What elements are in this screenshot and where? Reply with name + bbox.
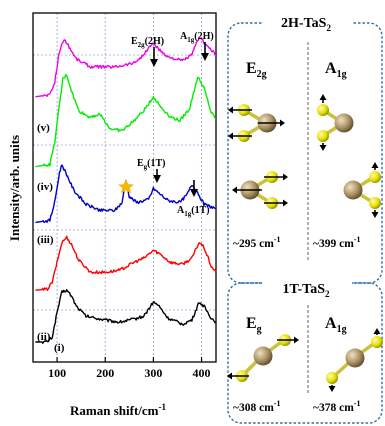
series-line-1: [35, 289, 217, 344]
series-line-5: [35, 37, 217, 98]
mode-a1g-2h: A1g: [325, 60, 347, 80]
mode-e2g: E2g: [246, 60, 267, 80]
chart-grid: [33, 13, 216, 362]
plot-frame: [32, 12, 217, 363]
molecule-eg: [227, 334, 299, 382]
panel-2h-tas2: 2H-TaS2 E2g A1g: [227, 10, 383, 284]
star-marker-icon: [118, 179, 134, 194]
annotation-eg-1t: Eg(1T): [137, 158, 166, 183]
freq-a1g-2h: ~399 cm-1: [313, 235, 360, 250]
freq-eg: ~308 cm-1: [233, 399, 280, 414]
freq-e2g: ~295 cm-1: [233, 235, 280, 250]
x-tick-label-400: 400: [193, 366, 211, 380]
annotation-a1g-2h: A1g(2H): [180, 31, 214, 61]
molecule-a1g-1t: [326, 328, 383, 392]
x-ticks: 100 200 300 400: [48, 357, 211, 380]
panel-1t-tas2: 1T-TaS2 Eg A1g: [227, 276, 383, 424]
series-line-2: [35, 235, 217, 291]
series-label-v: (v): [37, 122, 50, 134]
panel-2h-title: 2H-TaS2: [281, 16, 331, 33]
molecule-e2g-lower: [232, 171, 288, 209]
x-tick-label-100: 100: [48, 366, 66, 380]
series-label-iii: (iii): [37, 234, 54, 246]
svg-text:E2g(2H): E2g(2H): [131, 36, 164, 49]
x-axis-label-sup: -1: [158, 402, 166, 412]
molecule-e2g-upper: [228, 104, 285, 142]
svg-text:Eg(1T): Eg(1T): [137, 158, 166, 171]
x-tick-label-200: 200: [96, 366, 114, 380]
series-label-i: (i): [54, 342, 65, 354]
x-axis-label-main: Raman shift/cm: [70, 403, 159, 418]
raman-chart: 100 200 300 400 Intensity/arb. units Raman …: [7, 12, 217, 418]
series-line-4: [35, 73, 217, 168]
molecule-a1g-lower: [343, 162, 381, 218]
molecule-a1g-upper: [317, 94, 354, 151]
y-axis-label: Intensity/arb. units: [7, 135, 22, 241]
x-tick-label-300: 300: [144, 366, 162, 380]
x-axis-label: Raman shift/cm-1: [70, 402, 166, 418]
svg-text:A1g(1T): A1g(1T): [177, 205, 210, 218]
panel-1t-title: 1T-TaS2: [282, 282, 330, 299]
chart-series: [35, 37, 217, 344]
freq-a1g-1t: ~378 cm-1: [313, 399, 360, 414]
series-label-ii: (ii): [37, 331, 51, 343]
mode-a1g-1t: A1g: [325, 315, 347, 335]
mode-eg: Eg: [246, 315, 262, 335]
series-label-iv: (iv): [37, 181, 53, 193]
